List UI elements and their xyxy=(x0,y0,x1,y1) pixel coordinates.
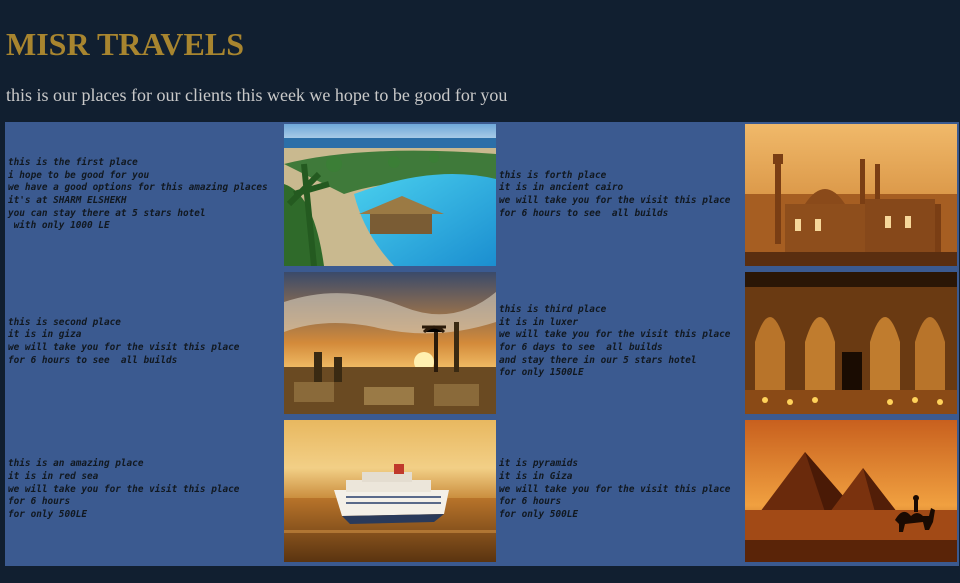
abu-simbel-temple-photo xyxy=(745,272,957,414)
place-description-pyramids: it is pyramids it is in Giza we will tak… xyxy=(499,458,731,521)
page-subtitle: this is our places for our clients this … xyxy=(6,85,508,105)
cairo-mosques-photo xyxy=(745,124,957,266)
place-description-luxor: this is third place it is in luxer we wi… xyxy=(499,303,731,379)
place-description-cairo: this is forth place it is in ancient cai… xyxy=(499,169,731,219)
place-description-sharm: this is the first place i hope to be goo… xyxy=(8,156,268,232)
cruise-ship-photo xyxy=(284,420,496,562)
ancient-ruins-sunset-photo xyxy=(284,272,496,414)
pyramids-camel-photo xyxy=(745,420,957,562)
place-description-red-sea: this is an amazing place it is in red se… xyxy=(8,458,240,521)
places-table: this is the first place i hope to be goo… xyxy=(5,122,959,566)
page-title: MISR TRAVELS xyxy=(6,26,245,62)
place-description-giza: this is second place it is in giza we wi… xyxy=(8,316,240,366)
resort-pool-photo xyxy=(284,124,496,266)
